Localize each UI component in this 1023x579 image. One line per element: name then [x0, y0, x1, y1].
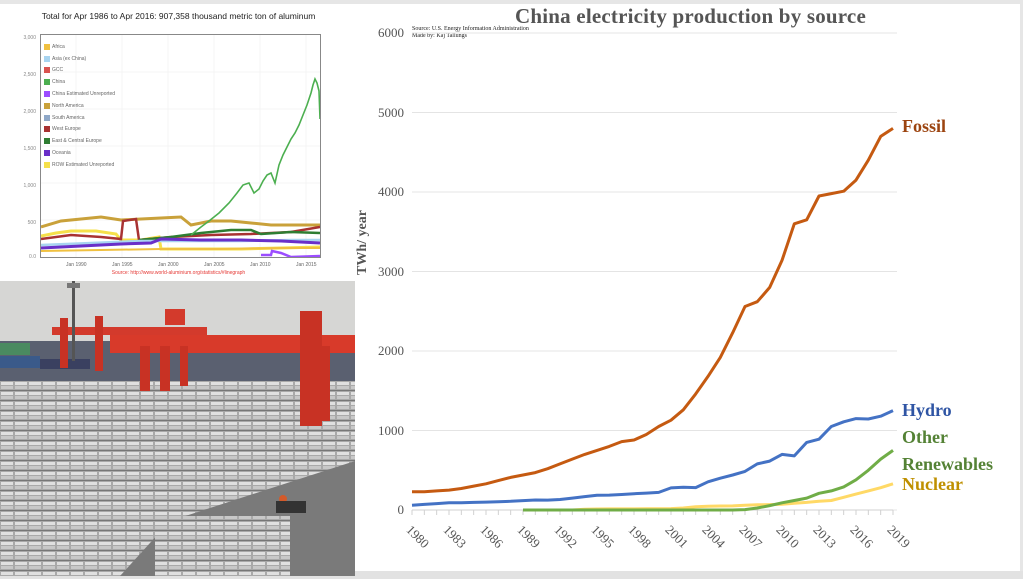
- legend-label: West Europe: [52, 126, 81, 133]
- legend-swatch: [44, 67, 50, 74]
- legend-swatch: [44, 79, 50, 86]
- series-line-fossil: [412, 127, 894, 494]
- legend-label: GCC: [52, 67, 64, 74]
- legend-swatch: [44, 43, 50, 50]
- alu-x-tick: Jan 2000: [158, 262, 179, 268]
- y-tick-label: 1000: [378, 422, 404, 438]
- bottom-border: [0, 571, 1023, 579]
- series-label-hydro: Hydro: [902, 400, 952, 420]
- alu-x-tick: Jan 2005: [204, 262, 225, 268]
- legend-label: North America: [52, 102, 84, 109]
- aluminum-chart-source: Source: http://www.world-aluminium.org/s…: [111, 270, 246, 276]
- aluminum-legend: Africa Asia (ex China) GCC China China E…: [44, 41, 115, 171]
- y-tick-label: 4000: [378, 184, 404, 199]
- y-tick-label: 6000: [378, 25, 404, 40]
- legend-item: China Estimated Unreported: [44, 88, 115, 100]
- aluminum-production-chart: Total for Apr 1986 to Apr 2016: 907,358 …: [0, 4, 357, 278]
- alu-x-tick: Jan 2015: [296, 262, 317, 268]
- legend-label: South America: [52, 114, 85, 121]
- legend-item: Asia (ex China): [44, 53, 115, 65]
- chart-source-line: Source: U.S. Energy Information Administ…: [412, 26, 529, 32]
- series-lines: [411, 127, 894, 512]
- photo-illustration: [0, 281, 355, 576]
- y-tick-label: 2000: [378, 343, 404, 358]
- legend-swatch: [44, 138, 50, 145]
- legend-item: Africa: [44, 41, 115, 53]
- series-line-hydro: [411, 409, 894, 507]
- aluminum-ingots-photo: [0, 281, 355, 576]
- legend-label: Africa: [52, 43, 65, 50]
- legend-label: China Estimated Unreported: [52, 91, 116, 98]
- alu-x-tick: Jan 2010: [250, 262, 271, 268]
- series-label-other: Other: [902, 427, 948, 447]
- legend-swatch: [44, 114, 50, 121]
- legend-item: GCC: [44, 65, 115, 77]
- alu-y-tick: 500: [27, 220, 36, 226]
- chart-title: China electricity production by source: [515, 4, 866, 28]
- legend-item: Oceania: [44, 147, 115, 159]
- legend-swatch: [44, 55, 50, 62]
- alu-africa-line: [40, 247, 320, 252]
- legend-label: ROW Estimated Unreported: [52, 161, 115, 168]
- aluminum-chart-title: Total for Apr 1986 to Apr 2016: 907,358 …: [41, 11, 316, 21]
- series-label-renewables: Renewables: [902, 454, 993, 474]
- alu-y-tick: 0.0: [29, 254, 36, 260]
- series-line-other-renewables: [523, 449, 894, 512]
- legend-swatch: [44, 161, 50, 168]
- aluminum-lines: [40, 35, 321, 259]
- aluminum-plot-area: [40, 34, 321, 259]
- legend-item: North America: [44, 100, 115, 112]
- legend-label: Oceania: [52, 150, 71, 157]
- legend-label: China: [52, 79, 66, 86]
- legend-swatch: [44, 102, 50, 109]
- legend-swatch: [44, 126, 50, 133]
- y-tick-label: 5000: [378, 104, 404, 120]
- grid-lines: [412, 32, 897, 511]
- legend-item: East & Central Europe: [44, 135, 115, 147]
- alu-y-tick: 3,000: [23, 35, 36, 41]
- chart-source: Source: U.S. Energy Information Administ…: [412, 26, 529, 40]
- y-tick-label: 3000: [378, 263, 404, 279]
- legend-item: ROW Estimated Unreported: [44, 159, 115, 171]
- series-label-fossil: Fossil: [902, 116, 947, 136]
- right-border: [1020, 0, 1023, 579]
- y-tick-label: 0: [397, 502, 405, 517]
- legend-item: China: [44, 76, 115, 88]
- alu-east-europe-line: [138, 228, 321, 242]
- legend-swatch: [44, 150, 50, 157]
- alu-y-tick: 1,000: [23, 183, 36, 189]
- alu-x-tick: Jan 1995: [112, 262, 133, 268]
- series-label-nuclear: Nuclear: [902, 474, 963, 494]
- legend-label: Asia (ex China): [52, 55, 87, 62]
- chart-credit-line: Made by: Kaj Tallungs: [412, 33, 467, 39]
- alu-y-tick: 2,000: [23, 109, 36, 115]
- alu-china-unreported-line: [261, 249, 321, 259]
- top-border: [0, 0, 1023, 4]
- alu-north-america-line: [40, 215, 320, 229]
- alu-x-tick: Jan 1990: [66, 262, 87, 268]
- alu-y-tick: 1,500: [23, 146, 36, 152]
- alu-y-tick: 2,500: [23, 72, 36, 78]
- legend-swatch: [44, 91, 50, 98]
- legend-item: South America: [44, 112, 115, 124]
- legend-label: East & Central Europe: [52, 138, 102, 145]
- alu-oceania-line: [40, 237, 321, 250]
- alu-china-line: [190, 76, 321, 236]
- legend-item: West Europe: [44, 124, 115, 136]
